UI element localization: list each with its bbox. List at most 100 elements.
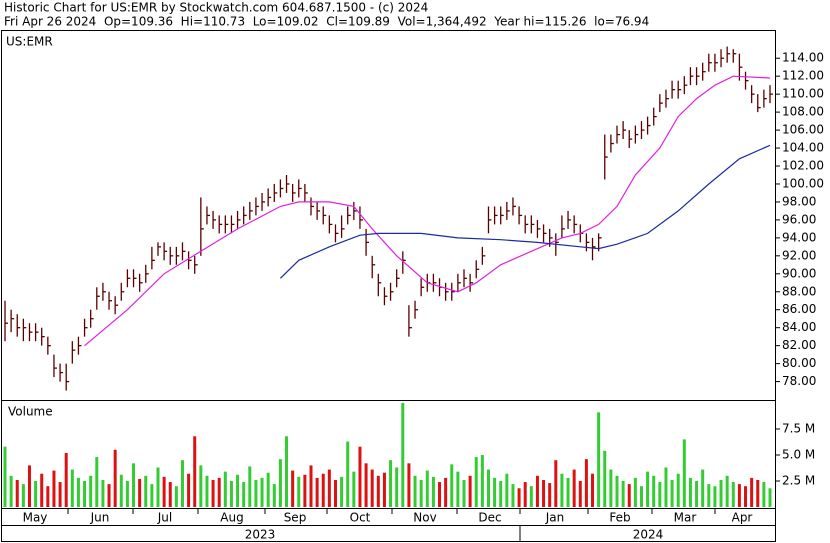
- year-axis: [1, 525, 776, 542]
- month-label: May: [23, 511, 48, 525]
- volume-bar: [462, 479, 466, 507]
- volume-bar: [382, 472, 386, 507]
- volume-bar: [395, 467, 399, 507]
- volume-bar: [101, 479, 105, 507]
- volume-tick-label: 2.5 M: [782, 474, 815, 488]
- volume-bar: [566, 477, 570, 507]
- volume-bar: [125, 481, 129, 507]
- volume-bar: [695, 481, 699, 507]
- volume-bar: [584, 459, 588, 507]
- volume-bar: [211, 479, 215, 507]
- volume-bar: [70, 469, 74, 507]
- volume-bar: [670, 479, 674, 507]
- volume-bar: [340, 476, 344, 507]
- volume-bar: [578, 481, 582, 507]
- volume-bar: [15, 479, 19, 507]
- volume-bar: [9, 475, 13, 507]
- volume-bar: [285, 436, 289, 507]
- volume-bar: [321, 473, 325, 507]
- volume-bar: [21, 484, 25, 507]
- volume-bar: [27, 465, 31, 507]
- volume-bar: [3, 446, 7, 507]
- volume-bar: [180, 460, 184, 507]
- volume-bar: [676, 473, 680, 507]
- y-tick-label: 114.00: [782, 51, 824, 65]
- volume-bar: [278, 459, 282, 507]
- y-tick-label: 88.00: [782, 284, 816, 298]
- symbol-label: US:EMR: [6, 35, 53, 49]
- volume-bar: [52, 470, 56, 507]
- volume-bar: [762, 482, 766, 507]
- volume-bar: [132, 463, 136, 507]
- volume-bar: [750, 477, 754, 507]
- volume-bar: [639, 486, 643, 507]
- volume-bar: [193, 436, 197, 507]
- volume-bar: [554, 460, 558, 507]
- volume-bar: [89, 475, 93, 507]
- volume-bar: [333, 479, 337, 507]
- volume-bar: [156, 467, 160, 507]
- volume-bar: [64, 452, 68, 507]
- volume-bar: [370, 469, 374, 507]
- volume-bar: [517, 488, 521, 507]
- y-tick-label: 106.00: [782, 123, 824, 137]
- volume-bar: [358, 446, 362, 507]
- month-label: Jun: [90, 511, 110, 525]
- volume-bar: [303, 474, 307, 507]
- volume-bar: [229, 481, 233, 507]
- volume-bar: [664, 467, 668, 507]
- volume-bar: [737, 484, 741, 507]
- volume-bar: [431, 476, 435, 507]
- volume-bar: [58, 482, 62, 507]
- volume-bar: [83, 481, 87, 507]
- volume-bar: [768, 488, 772, 507]
- volume-bar: [187, 473, 191, 507]
- volume-bar: [474, 457, 478, 507]
- y-tick-label: 98.00: [782, 194, 816, 208]
- volume-bar: [113, 449, 117, 507]
- volume-bar: [682, 439, 686, 507]
- volume-bar: [260, 477, 264, 507]
- volume-bar: [713, 486, 717, 507]
- y-tick-label: 90.00: [782, 266, 816, 280]
- volume-bar: [499, 481, 503, 507]
- volume-bar: [34, 481, 38, 507]
- volume-bar: [719, 479, 723, 507]
- volume-bar: [511, 484, 515, 507]
- volume-bar: [701, 469, 705, 507]
- volume-bar: [480, 455, 484, 507]
- month-label: Dec: [478, 511, 501, 525]
- volume-bar: [725, 475, 729, 507]
- volume-bar: [486, 469, 490, 507]
- volume-bar: [309, 465, 313, 507]
- moving-average: [84, 75, 771, 347]
- month-label: Sep: [284, 511, 307, 525]
- volume-bar: [346, 441, 350, 507]
- volume-bar: [646, 471, 650, 507]
- y-tick-label: 94.00: [782, 230, 816, 244]
- volume-bar: [389, 460, 393, 507]
- y-tick-label: 108.00: [782, 105, 824, 119]
- year-label: 2023: [245, 528, 276, 542]
- year-label: 2024: [633, 528, 664, 542]
- volume-bar: [548, 483, 552, 507]
- volume-bar: [223, 471, 227, 507]
- volume-bar: [438, 482, 442, 507]
- volume-bar: [236, 474, 240, 507]
- month-label: Aug: [220, 511, 243, 525]
- volume-bar: [376, 475, 380, 507]
- volume-bar: [621, 481, 625, 507]
- volume-bar: [444, 477, 448, 507]
- volume-bar: [535, 475, 539, 507]
- volume-bar: [425, 470, 429, 507]
- price-panel: [1, 30, 776, 401]
- volume-bar: [119, 474, 123, 507]
- volume-bar: [205, 475, 209, 507]
- volume-bar: [505, 473, 509, 507]
- chart-subtitle: Fri Apr 26 2024 Op=109.36 Hi=110.73 Lo=1…: [4, 15, 649, 29]
- month-label: Mar: [674, 511, 697, 525]
- volume-bar: [591, 473, 595, 507]
- y-tick-label: 84.00: [782, 320, 816, 334]
- volume-bar: [609, 469, 613, 507]
- volume-bar: [248, 466, 252, 507]
